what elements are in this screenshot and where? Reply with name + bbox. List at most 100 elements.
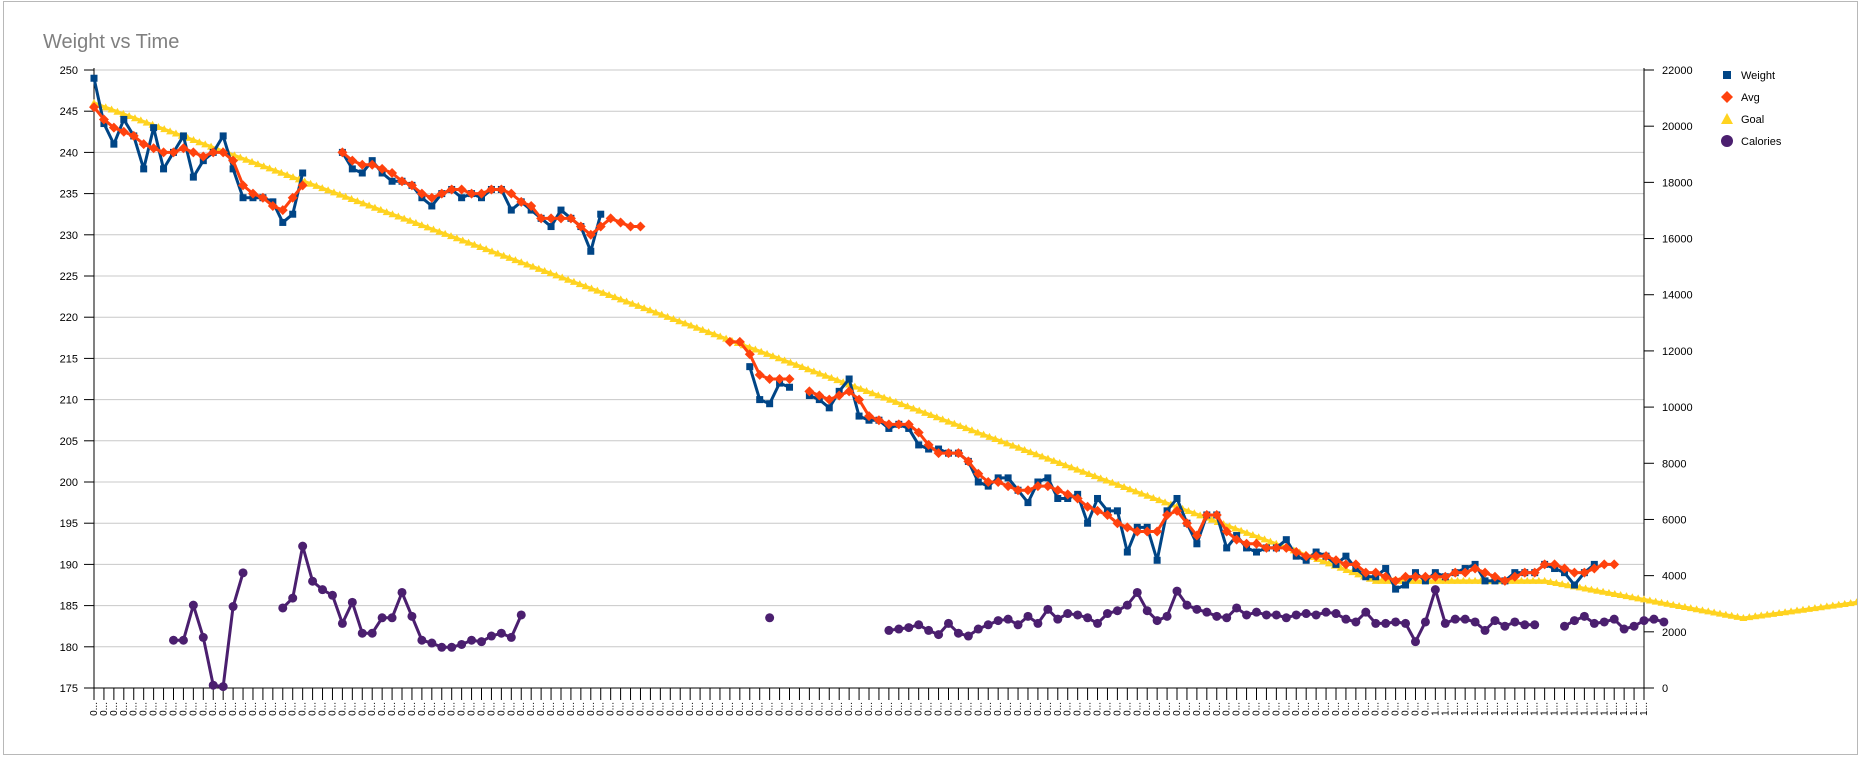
goal-point [686, 321, 695, 329]
x-tick-label: 0... [894, 702, 905, 716]
x-tick-label: 0... [874, 702, 885, 716]
calories-point [1252, 607, 1261, 617]
x-tick-label: 0... [675, 702, 686, 716]
calories-point [1281, 613, 1291, 623]
avg-point [1400, 571, 1411, 582]
goal-point [259, 162, 268, 170]
goal-point [1739, 613, 1748, 621]
weight-point [229, 165, 237, 173]
y-tick-label: 230 [60, 230, 78, 242]
x-tick-label: 0... [437, 702, 448, 716]
weight-point [587, 247, 595, 255]
x-tick-label: 0... [546, 702, 557, 716]
x-tick-label: 0... [775, 702, 786, 716]
avg-point [734, 336, 745, 347]
goal-point [1231, 524, 1240, 532]
weight-point [1253, 548, 1260, 556]
avg-point [1539, 559, 1550, 570]
goal-point [1049, 456, 1058, 464]
x-tick-label: 0... [228, 702, 239, 716]
calories-point [894, 624, 904, 634]
goal-point [780, 356, 789, 364]
avg-point [1311, 551, 1322, 562]
goal-point [1745, 613, 1754, 621]
calories-point [1232, 603, 1242, 613]
calories-point [178, 635, 188, 645]
avg-point [1181, 518, 1192, 529]
x-tick-label: 1... [1450, 702, 1461, 716]
x-tick-label: 0... [884, 702, 895, 716]
avg-point [148, 143, 159, 154]
calories-point [367, 628, 377, 638]
avg-point [973, 468, 984, 479]
avg-point [724, 336, 735, 347]
legend-marker-avg [1721, 91, 1733, 103]
goal-point [599, 288, 608, 296]
x-tick-label: 0... [834, 702, 845, 716]
avg-point [188, 147, 199, 158]
goal-point [926, 411, 935, 419]
goal-point [1622, 592, 1631, 600]
avg-point [218, 147, 229, 158]
weight-point [1123, 548, 1131, 556]
x-tick-label: 0... [665, 702, 676, 716]
goal-point [874, 391, 883, 399]
x-tick-label: 1... [1540, 702, 1551, 716]
x-tick-label: 0... [735, 702, 746, 716]
calories-point [188, 600, 198, 610]
avg-point [1380, 571, 1391, 582]
goal-point [1692, 605, 1701, 613]
goal-point [1090, 472, 1099, 480]
avg-point [625, 221, 636, 232]
avg-point [118, 126, 129, 137]
goal-point [944, 417, 953, 425]
goal-point [1026, 448, 1035, 456]
calories-point [953, 628, 963, 638]
x-tick-label: 0... [1381, 702, 1392, 716]
goal-point [1453, 576, 1462, 584]
x-tick-label: 1... [1460, 702, 1471, 716]
calories-point [1589, 618, 1599, 628]
weight-point [1044, 474, 1052, 482]
goal-point [1604, 588, 1613, 596]
weight-point [279, 218, 287, 226]
x-tick-label: 0... [1102, 702, 1113, 716]
calories-point [1083, 613, 1093, 623]
weight-point [189, 173, 197, 181]
avg-point [615, 217, 626, 228]
goal-point [1775, 609, 1784, 617]
avg-point [486, 184, 497, 195]
goal-point [388, 210, 397, 218]
goal-point [1436, 576, 1445, 584]
goal-point [932, 413, 941, 421]
goal-point [651, 308, 660, 316]
avg-point [883, 419, 894, 430]
goal-point [698, 325, 707, 333]
goal-point [1125, 485, 1134, 493]
weight-point [1113, 507, 1121, 515]
goal-point [312, 181, 321, 189]
goal-point [1471, 576, 1480, 584]
goal-point [792, 360, 801, 368]
goal-point [318, 184, 327, 192]
goal-point [253, 160, 262, 168]
x-tick-label: 0... [864, 702, 875, 716]
avg-point [1579, 567, 1590, 578]
goal-point [1651, 597, 1660, 605]
avg-point [377, 163, 388, 174]
calories-point [1033, 618, 1043, 628]
x-tick-label: 0... [1252, 702, 1263, 716]
x-tick-label: 1... [1430, 702, 1441, 716]
goal-point [973, 428, 982, 436]
weight-point [1402, 581, 1410, 589]
weight-line [92, 77, 305, 224]
goal-point [1459, 576, 1468, 584]
x-tick-label: 1... [1639, 702, 1650, 716]
goal-point [1822, 602, 1831, 610]
y-tick-label: 225 [60, 271, 78, 283]
x-tick-label: 0... [139, 702, 150, 716]
calories-point [278, 603, 288, 613]
goal-point [1828, 601, 1837, 609]
calories-point [218, 682, 228, 692]
weight-point [746, 363, 754, 371]
